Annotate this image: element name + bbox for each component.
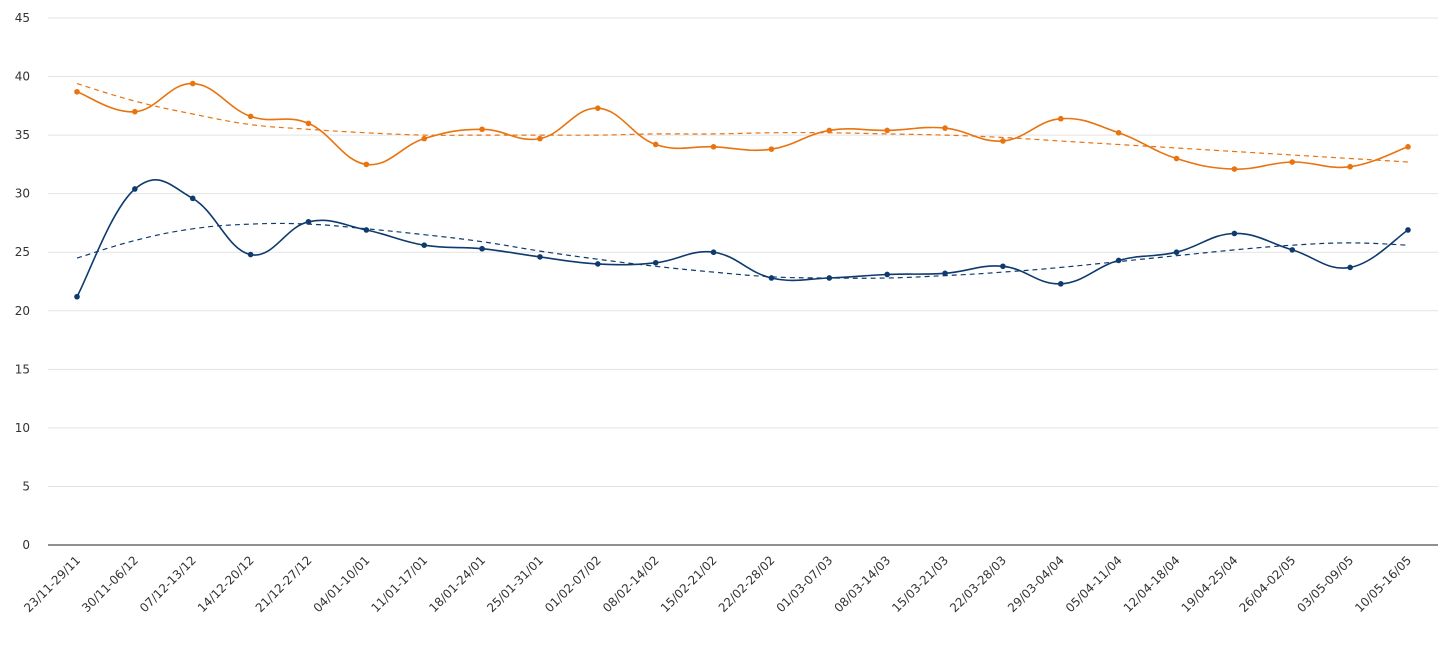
- data-point-series-2: [826, 275, 833, 281]
- data-point-series-1: [421, 135, 428, 142]
- series-line-1: [76, 82, 1409, 170]
- x-tick-label: 07/12-13/12: [137, 553, 199, 615]
- y-tick-label: 5: [22, 479, 30, 493]
- data-points: [74, 80, 1411, 300]
- x-tick-label: 08/03-14/03: [831, 553, 893, 615]
- x-tick-label: 11/01-17/01: [368, 553, 430, 615]
- data-point-series-1: [1289, 159, 1296, 165]
- x-tick-label: 04/01-10/01: [311, 553, 373, 615]
- data-point-series-2: [768, 275, 775, 281]
- y-tick-label: 15: [15, 362, 30, 376]
- data-point-series-1: [595, 105, 601, 111]
- data-point-series-2: [305, 218, 312, 225]
- x-tick-label: 18/01-24/01: [426, 553, 488, 615]
- data-point-series-1: [537, 135, 543, 142]
- data-point-series-1: [1057, 115, 1064, 122]
- trend-line-series-2: [76, 222, 1409, 279]
- data-point-series-1: [74, 88, 80, 95]
- x-tick-label: 30/11-06/12: [79, 553, 141, 615]
- data-point-series-1: [1231, 166, 1238, 172]
- data-point-series-1: [1405, 144, 1411, 150]
- data-point-series-1: [132, 108, 138, 115]
- data-point-series-2: [1405, 227, 1411, 233]
- data-point-series-2: [1057, 281, 1064, 287]
- data-point-series-1: [1173, 155, 1180, 162]
- y-tick-label: 35: [15, 128, 30, 142]
- y-tick-label: 30: [15, 187, 30, 201]
- data-point-series-1: [363, 161, 370, 168]
- x-tick-label: 01/02-07/02: [542, 553, 604, 615]
- data-point-series-2: [1173, 249, 1180, 256]
- x-tick-label: 03/05-09/05: [1294, 553, 1356, 615]
- data-point-series-2: [363, 227, 370, 233]
- data-point-series-2: [652, 259, 659, 266]
- x-tick-label: 12/04-18/04: [1121, 553, 1183, 615]
- x-tick-label: 23/11-29/11: [21, 553, 83, 615]
- data-point-series-1: [884, 127, 890, 134]
- y-tick-label: 45: [15, 11, 30, 25]
- data-point-series-2: [421, 242, 428, 248]
- data-point-series-2: [1115, 257, 1122, 264]
- x-tick-label: 21/12-27/12: [253, 553, 315, 615]
- x-axis-ticks: 23/11-29/1130/11-06/1207/12-13/1214/12-2…: [21, 553, 1414, 615]
- data-point-series-1: [826, 127, 833, 134]
- data-point-series-2: [710, 249, 717, 256]
- data-point-series-2: [1000, 263, 1006, 270]
- data-point-series-2: [595, 261, 601, 267]
- y-tick-label: 10: [15, 421, 30, 435]
- x-tick-label: 19/04-25/04: [1179, 553, 1241, 615]
- y-tick-label: 25: [15, 245, 30, 259]
- x-tick-label: 22/02-28/02: [716, 553, 778, 615]
- data-point-series-1: [479, 126, 485, 133]
- data-point-series-2: [74, 293, 80, 300]
- data-point-series-1: [1115, 129, 1122, 136]
- y-tick-label: 20: [15, 304, 30, 318]
- grid-lines: [48, 17, 1438, 487]
- data-point-series-2: [942, 270, 948, 277]
- data-point-series-1: [710, 144, 717, 150]
- x-tick-label: 08/02-14/02: [600, 553, 662, 615]
- data-point-series-2: [1289, 247, 1296, 253]
- y-tick-label: 0: [22, 538, 30, 552]
- data-point-series-2: [247, 251, 254, 258]
- x-tick-label: 15/03-21/03: [889, 553, 951, 615]
- data-point-series-1: [768, 146, 775, 152]
- series-line-2: [76, 178, 1409, 298]
- x-tick-label: 05/04-11/04: [1063, 553, 1125, 615]
- data-point-series-1: [652, 141, 659, 148]
- data-point-series-2: [1231, 230, 1238, 237]
- data-point-series-1: [305, 120, 312, 127]
- x-tick-label: 25/01-31/01: [484, 553, 546, 615]
- trend-lines: [76, 83, 1409, 279]
- data-point-series-2: [1347, 264, 1353, 271]
- x-tick-label: 10/05-16/05: [1352, 553, 1414, 615]
- x-tick-label: 14/12-20/12: [195, 553, 257, 615]
- data-point-series-1: [1000, 138, 1006, 144]
- data-point-series-2: [537, 254, 543, 260]
- trend-line-series-1: [76, 83, 1409, 163]
- data-point-series-2: [884, 271, 890, 278]
- data-point-series-2: [479, 245, 485, 252]
- data-point-series-1: [942, 125, 948, 131]
- y-tick-label: 40: [15, 70, 30, 84]
- x-tick-label: 29/03-04/04: [1005, 553, 1067, 615]
- data-point-series-1: [1347, 163, 1353, 170]
- x-tick-label: 22/03-28/03: [947, 553, 1009, 615]
- data-point-series-2: [132, 186, 138, 192]
- data-point-series-2: [189, 195, 196, 202]
- data-point-series-1: [189, 80, 196, 87]
- x-tick-label: 01/03-07/03: [774, 553, 836, 615]
- y-axis-ticks: 0 5 10 15 20 25 30 35 40 45: [15, 11, 30, 552]
- x-tick-label: 15/02-21/02: [658, 553, 720, 615]
- x-tick-label: 26/04-02/05: [1237, 553, 1299, 615]
- data-point-series-1: [247, 113, 254, 120]
- series-lines: [76, 82, 1409, 298]
